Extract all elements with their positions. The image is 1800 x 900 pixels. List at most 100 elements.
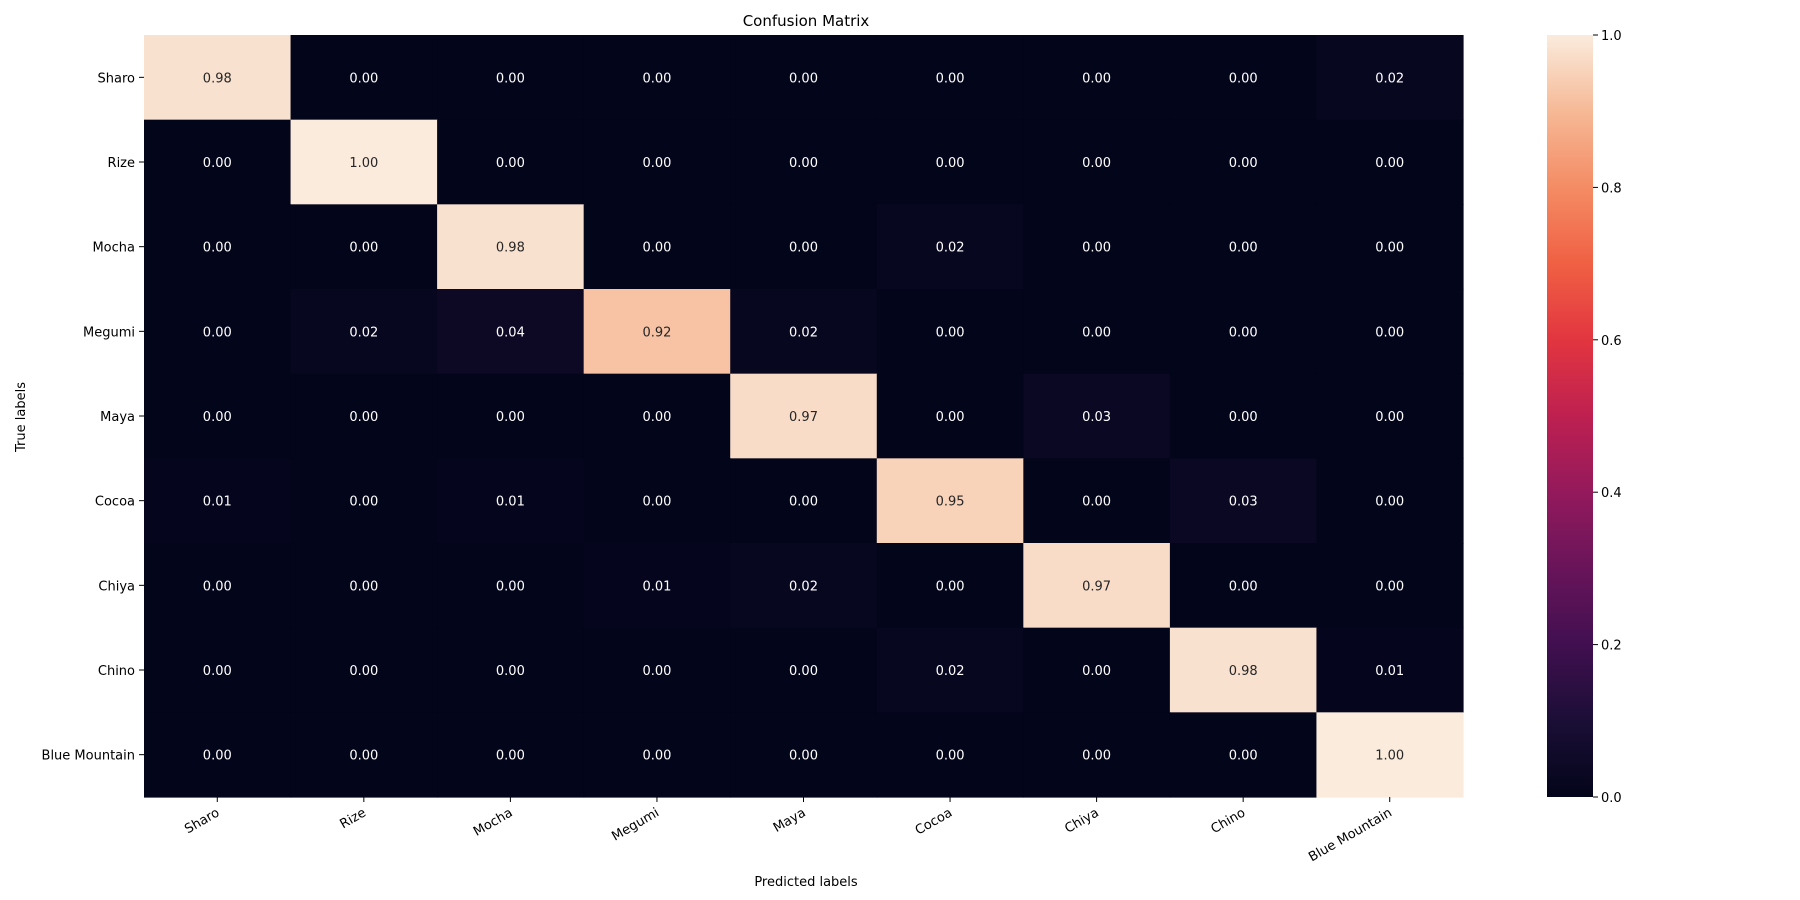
colorbar-tick-label: 0.4	[1601, 486, 1622, 501]
heatmap-cell	[1316, 373, 1464, 459]
cell-value-label: 0.03	[1082, 410, 1111, 425]
cell-value-label: 0.02	[789, 579, 818, 594]
cell-value-label: 0.00	[936, 579, 965, 594]
cell-value-label: 0.00	[203, 749, 232, 764]
cell-value-label: 0.00	[1082, 156, 1111, 171]
y-axis: Sharo Rize Mocha Megumi Maya Cocoa Chiya Chino B…	[42, 71, 144, 764]
heatmap-cell	[1023, 712, 1171, 798]
cell-value-label: 0.00	[496, 664, 525, 679]
x-tick-label: Chiya	[1062, 805, 1101, 836]
cell-value-label: 0.00	[496, 71, 525, 86]
cell-value-label: 0.00	[349, 664, 378, 679]
cell-value-label: 0.00	[1229, 241, 1258, 256]
cell-value-label: 0.00	[1375, 410, 1404, 425]
heatmap-cell	[730, 712, 878, 798]
colorbar-tick-label: 0.6	[1601, 334, 1622, 349]
x-tick-label: Cocoa	[913, 805, 955, 838]
cell-value-label: 0.00	[1375, 579, 1404, 594]
colorbar-tick-label: 0.8	[1601, 181, 1622, 196]
heatmap-cell	[583, 35, 731, 121]
heatmap-cell	[1169, 204, 1318, 290]
cell-value-label: 0.00	[642, 410, 671, 425]
heatmap-cell	[876, 204, 1024, 290]
heatmap-cell	[1316, 627, 1464, 713]
cell-value-label: 0.00	[496, 579, 525, 594]
cell-value-label: 0.00	[642, 156, 671, 171]
heatmap-cell	[1169, 373, 1318, 459]
cell-value-label: 0.03	[1229, 495, 1258, 510]
colorbar: 0.0 0.2 0.4 0.6 0.8 1.0	[1547, 29, 1622, 806]
cell-value-label: 0.02	[936, 664, 965, 679]
cell-value-label: 0.00	[1375, 325, 1404, 340]
y-tick-label: Maya	[100, 410, 135, 425]
cell-value-label: 0.00	[1082, 749, 1111, 764]
colorbar-tick-label: 1.0	[1601, 29, 1622, 44]
heatmap-cell	[437, 35, 585, 121]
heatmap-cell	[730, 543, 878, 629]
heatmap-cell	[876, 712, 1024, 798]
heatmap-cell	[876, 627, 1024, 713]
cell-value-label: 0.00	[203, 241, 232, 256]
heatmap-cell	[144, 543, 292, 629]
heatmap-cell	[437, 712, 585, 798]
heatmap-cell	[1316, 119, 1464, 205]
cell-value-label: 0.00	[1375, 241, 1404, 256]
y-tick-label: Blue Mountain	[42, 749, 135, 764]
heatmap-cell	[730, 289, 878, 375]
cell-value-label: 0.00	[496, 156, 525, 171]
heatmap-cell	[876, 543, 1024, 629]
cell-value-label: 0.00	[789, 749, 818, 764]
heatmap-cell	[290, 289, 438, 375]
cell-value-label: 0.00	[642, 664, 671, 679]
x-tick-label: Mocha	[471, 805, 515, 839]
heatmap-cell	[437, 373, 585, 459]
cell-value-label: 0.97	[1082, 579, 1111, 594]
heatmap-cell	[1169, 289, 1318, 375]
x-tick-label: Megumi	[609, 805, 662, 844]
cell-value-label: 0.00	[349, 241, 378, 256]
cell-value-label: 0.00	[936, 749, 965, 764]
x-tick-label: Chino	[1209, 805, 1249, 837]
y-tick-label: Cocoa	[95, 495, 135, 510]
cell-value-label: 0.00	[936, 71, 965, 86]
cell-value-label: 0.00	[789, 664, 818, 679]
cell-value-label: 0.00	[642, 71, 671, 86]
heatmap-cell	[144, 289, 292, 375]
heatmap-cell	[144, 712, 292, 798]
heatmap-cell	[1023, 119, 1171, 205]
heatmap-cell	[730, 373, 878, 459]
heatmap-cell	[1316, 204, 1464, 290]
heatmap-cell	[1169, 627, 1318, 713]
heatmap-cell	[1316, 543, 1464, 629]
cell-value-label: 0.00	[1229, 749, 1258, 764]
cell-value-label: 0.00	[789, 71, 818, 86]
y-tick-label: Megumi	[83, 325, 135, 340]
heatmap-grid: 0.98 0.00 0.00 0.00 0.00 0.00 0.00 0.00 0.02 0.00…	[144, 35, 1464, 798]
cell-value-label: 0.02	[1375, 71, 1404, 86]
cell-value-label: 0.01	[203, 495, 232, 510]
heatmap-cell	[1169, 712, 1318, 798]
cell-value-label: 0.00	[203, 410, 232, 425]
cell-value-label: 0.00	[1082, 325, 1111, 340]
heatmap-cell	[290, 373, 438, 459]
heatmap-cell	[1023, 204, 1171, 290]
heatmap-cell	[1316, 712, 1464, 798]
heatmap-cell	[290, 119, 438, 205]
cell-value-label: 0.00	[349, 410, 378, 425]
heatmap-cell	[1169, 543, 1318, 629]
cell-value-label: 0.00	[349, 495, 378, 510]
heatmap-cell	[290, 204, 438, 290]
heatmap-cell	[876, 458, 1024, 544]
cell-value-label: 0.97	[789, 410, 818, 425]
heatmap-cell	[730, 119, 878, 205]
cell-value-label: 0.95	[936, 495, 965, 510]
cell-value-label: 0.00	[349, 71, 378, 86]
cell-value-label: 0.98	[496, 241, 525, 256]
heatmap-cell	[583, 543, 731, 629]
heatmap-cell	[1023, 627, 1171, 713]
heatmap-cell	[290, 543, 438, 629]
cell-value-label: 0.00	[349, 749, 378, 764]
x-tick-label: Sharo	[182, 805, 222, 837]
heatmap-cell	[876, 35, 1024, 121]
x-axis-label: Predicted labels	[754, 875, 858, 890]
